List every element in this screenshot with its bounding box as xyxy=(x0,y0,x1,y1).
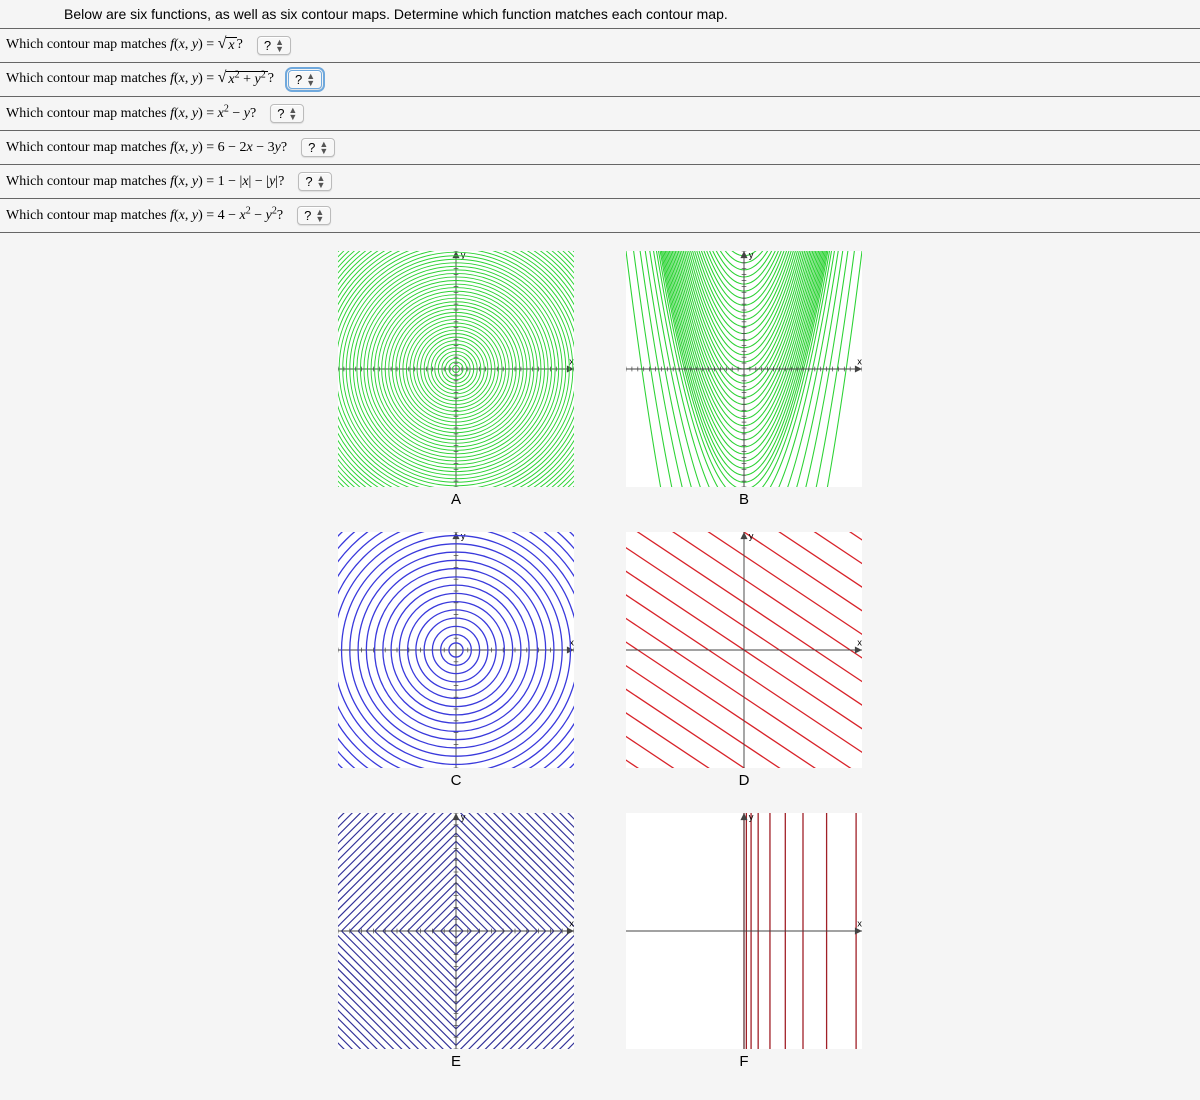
select-arrows-icon: ▲▼ xyxy=(288,107,297,121)
question-text: Which contour map matches f(x, y) = 4 − … xyxy=(6,208,283,224)
plot-C: xy xyxy=(338,532,574,768)
select-value: ? xyxy=(277,106,284,121)
select-value: ? xyxy=(305,174,312,189)
svg-text:y: y xyxy=(749,813,754,822)
plot-cell-D: xy D xyxy=(614,532,874,789)
plot-label-B: B xyxy=(614,487,874,508)
question-row: Which contour map matches f(x, y) = √x2 … xyxy=(0,63,1200,97)
select-arrows-icon: ▲▼ xyxy=(319,141,328,155)
plot-A: xy xyxy=(338,251,574,487)
plot-label-C: C xyxy=(326,768,586,789)
intro-text: Below are six functions, as well as six … xyxy=(0,0,1200,29)
plots-grid: xy A xy B xy C xy D xy E xy F xyxy=(0,233,1200,1100)
plot-D: xy xyxy=(626,532,862,768)
svg-text:y: y xyxy=(749,251,754,260)
answer-select[interactable]: ? ▲▼ xyxy=(298,172,332,191)
plot-B: xy xyxy=(626,251,862,487)
select-arrows-icon: ▲▼ xyxy=(315,209,324,223)
svg-text:x: x xyxy=(857,355,862,366)
svg-text:x: x xyxy=(569,917,574,928)
plot-cell-E: xy E xyxy=(326,813,586,1070)
plot-label-F: F xyxy=(614,1049,874,1070)
plot-cell-B: xy B xyxy=(614,251,874,508)
page-root: Below are six functions, as well as six … xyxy=(0,0,1200,1100)
question-row: Which contour map matches f(x, y) = 1 − … xyxy=(0,165,1200,199)
plot-cell-C: xy C xyxy=(326,532,586,789)
plot-cell-A: xy A xyxy=(326,251,586,508)
select-arrows-icon: ▲▼ xyxy=(306,73,315,87)
question-row: Which contour map matches f(x, y) = x2 −… xyxy=(0,97,1200,131)
select-arrows-icon: ▲▼ xyxy=(275,39,284,53)
question-row: Which contour map matches f(x, y) = √x??… xyxy=(0,29,1200,63)
question-text: Which contour map matches f(x, y) = √x? xyxy=(6,37,243,54)
answer-select[interactable]: ? ▲▼ xyxy=(301,138,335,157)
answer-select[interactable]: ? ▲▼ xyxy=(257,36,291,55)
question-row: Which contour map matches f(x, y) = 4 − … xyxy=(0,199,1200,233)
plot-label-E: E xyxy=(326,1049,586,1070)
svg-text:x: x xyxy=(857,917,862,928)
select-value: ? xyxy=(295,72,302,87)
svg-text:y: y xyxy=(749,532,754,541)
question-text: Which contour map matches f(x, y) = √x2 … xyxy=(6,71,274,88)
select-arrows-icon: ▲▼ xyxy=(317,175,326,189)
svg-text:x: x xyxy=(569,355,574,366)
select-value: ? xyxy=(304,208,311,223)
select-value: ? xyxy=(308,140,315,155)
question-text: Which contour map matches f(x, y) = 6 − … xyxy=(6,140,287,156)
svg-text:y: y xyxy=(461,813,466,822)
answer-select[interactable]: ? ▲▼ xyxy=(297,206,331,225)
plot-F: xy xyxy=(626,813,862,1049)
question-text: Which contour map matches f(x, y) = 1 − … xyxy=(6,174,284,190)
plot-cell-F: xy F xyxy=(614,813,874,1070)
select-value: ? xyxy=(264,38,271,53)
plot-label-D: D xyxy=(614,768,874,789)
question-list: Which contour map matches f(x, y) = √x??… xyxy=(0,29,1200,233)
plot-label-A: A xyxy=(326,487,586,508)
question-text: Which contour map matches f(x, y) = x2 −… xyxy=(6,106,256,122)
question-row: Which contour map matches f(x, y) = 6 − … xyxy=(0,131,1200,165)
svg-text:x: x xyxy=(857,636,862,647)
answer-select[interactable]: ? ▲▼ xyxy=(288,70,322,89)
plot-E: xy xyxy=(338,813,574,1049)
answer-select[interactable]: ? ▲▼ xyxy=(270,104,304,123)
